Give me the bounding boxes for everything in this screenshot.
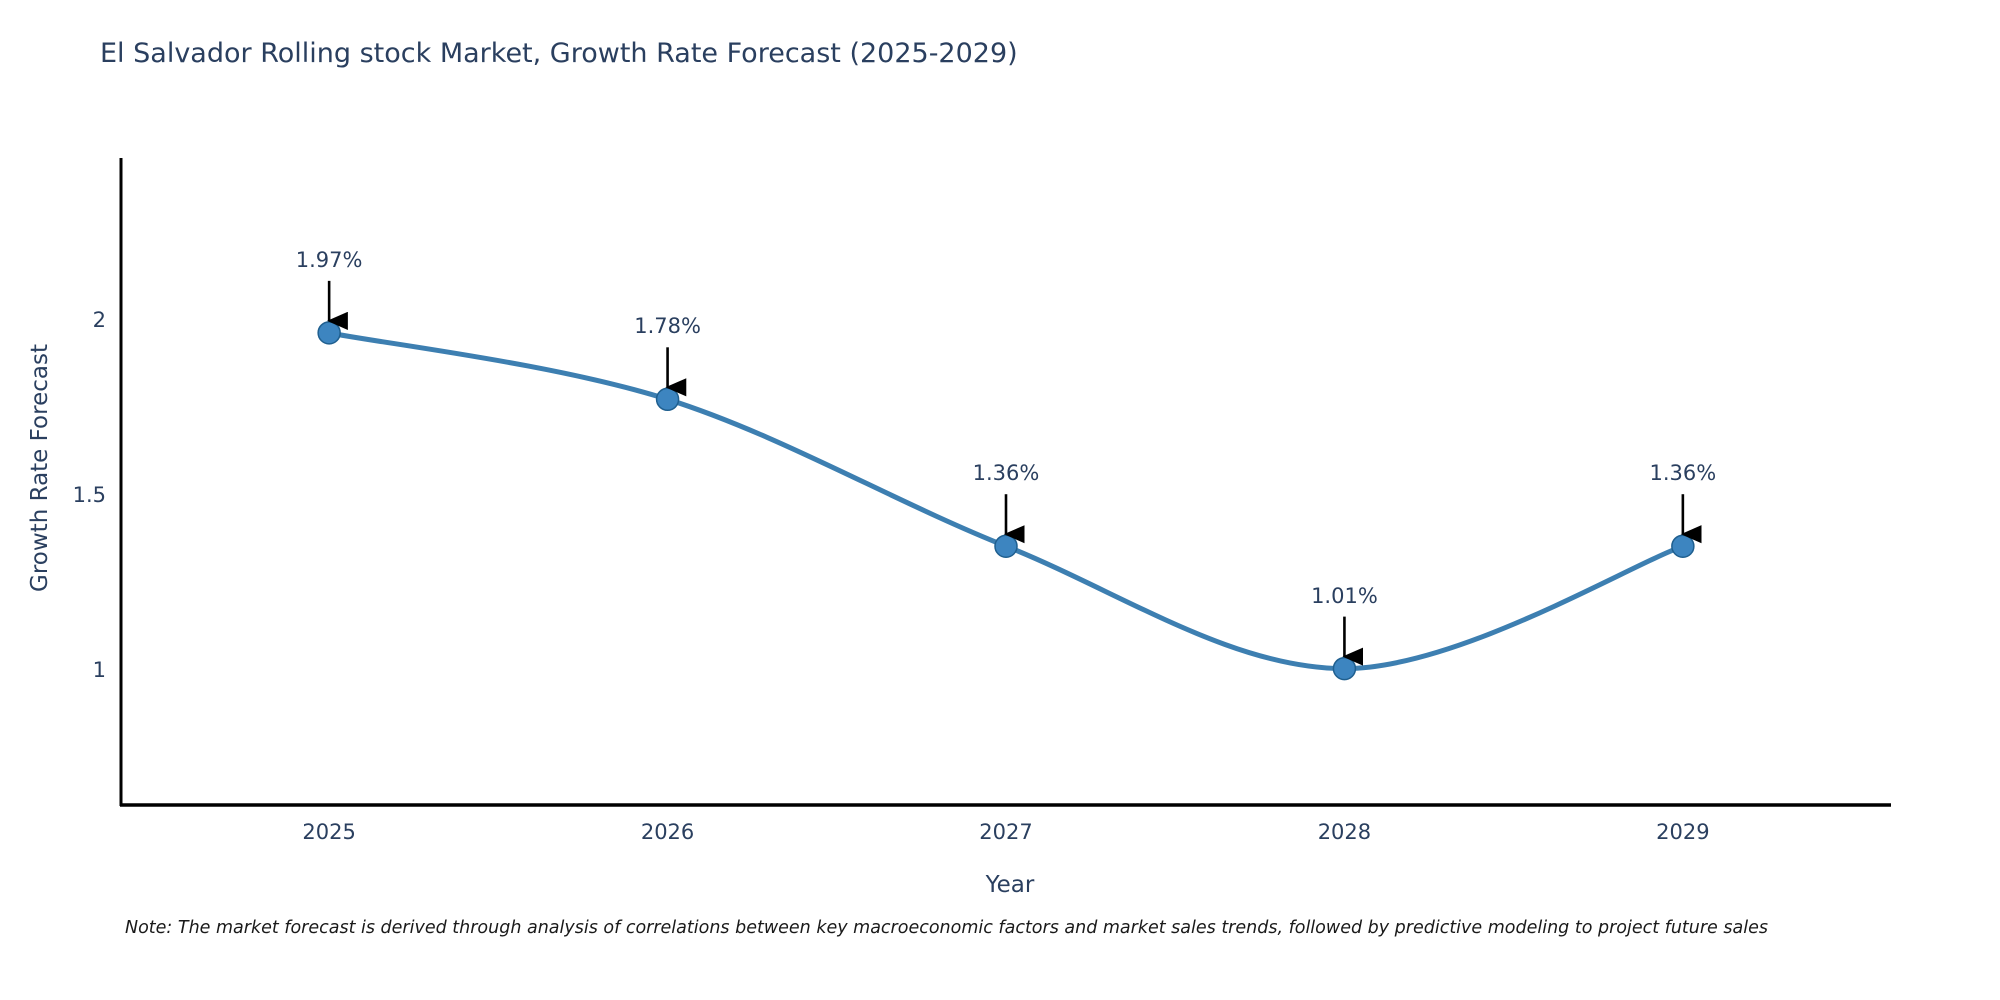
x-tick-label: 2026 (640, 820, 695, 844)
x-tick-label: 2025 (302, 820, 356, 844)
y-tick-label: 2 (92, 308, 106, 333)
data-point-marker[interactable] (317, 321, 341, 345)
data-point-marker[interactable] (994, 534, 1018, 558)
data-point-label: 1.36% (1649, 461, 1717, 486)
x-axis-label-wrap: Year (0, 872, 2000, 898)
data-point-marker[interactable] (655, 387, 680, 412)
y-tick-label: 1.5 (72, 483, 106, 508)
page-title: El Salvador Rolling stock Market, Growth… (100, 38, 1018, 69)
data-point-label: 1.97% (295, 247, 363, 272)
chart-footnote: Note: The market forecast is derived thr… (125, 918, 1768, 938)
x-tick-label: 2029 (1656, 820, 1710, 844)
x-tick-label: 2028 (1317, 820, 1372, 844)
x-axis-label: Year (985, 872, 1035, 898)
annotation-arrow-group (327, 280, 1702, 666)
data-point-label: 1.36% (972, 461, 1040, 486)
data-point-label: 1.01% (1311, 583, 1378, 608)
x-tick-label: 2027 (979, 820, 1033, 844)
data-point-label: 1.78% (634, 314, 701, 339)
data-point-marker[interactable] (1671, 534, 1695, 558)
y-tick-label: 1 (92, 658, 106, 683)
data-point-marker[interactable] (1332, 656, 1357, 681)
